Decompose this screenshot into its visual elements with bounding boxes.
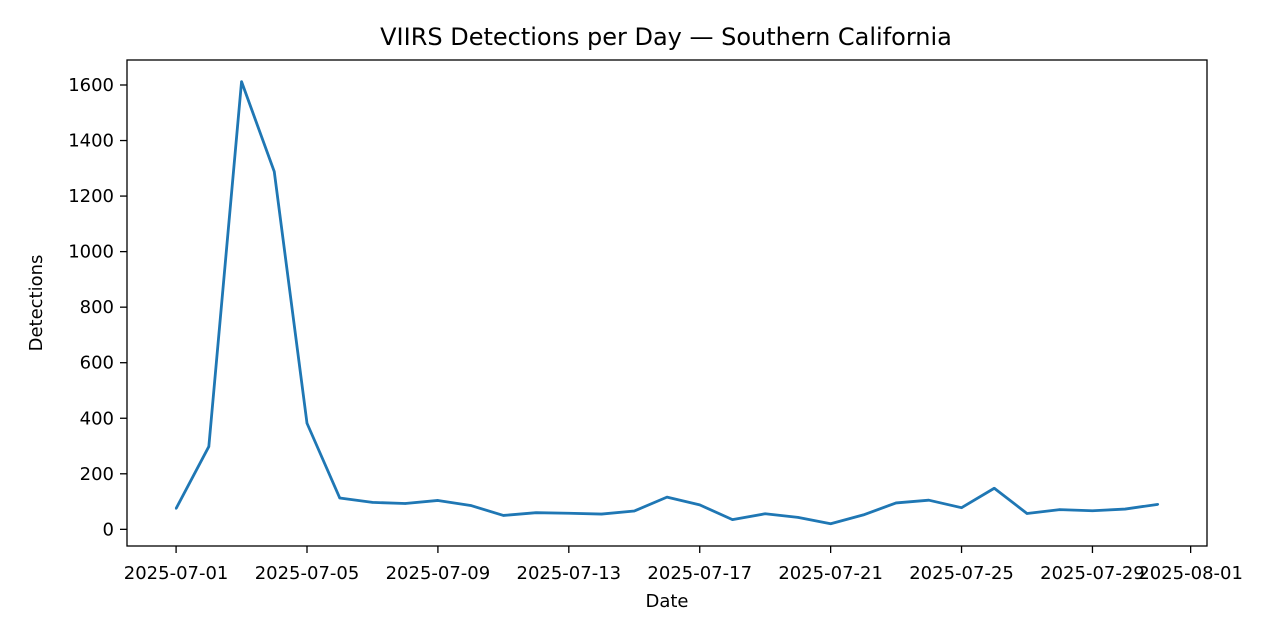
x-tick-label: 2025-07-13 xyxy=(517,563,622,584)
plot-area xyxy=(174,80,1160,526)
data-point xyxy=(927,498,931,502)
y-tick-label: 200 xyxy=(80,464,114,485)
data-point xyxy=(240,80,243,83)
data-point xyxy=(403,502,407,505)
data-point xyxy=(993,487,996,490)
x-tick-label: 2025-07-25 xyxy=(909,563,1014,584)
y-axis: 0 200 400 600 800 1000 1200 1400 1600 xyxy=(68,75,127,540)
y-tick-label: 1000 xyxy=(68,242,114,263)
y-tick-label: 600 xyxy=(80,353,114,374)
x-axis: 2025-07-01 2025-07-05 2025-07-09 2025-07-13… xyxy=(124,546,1243,584)
data-point xyxy=(1123,507,1127,511)
data-point xyxy=(633,509,636,513)
data-point xyxy=(1058,508,1061,511)
data-point xyxy=(338,496,341,500)
data-point xyxy=(273,170,276,173)
data-point xyxy=(534,511,538,514)
x-tick-label: 2025-07-29 xyxy=(1040,563,1145,584)
x-tick-label: 2025-07-21 xyxy=(778,563,883,584)
data-point xyxy=(731,518,734,521)
y-tick-label: 800 xyxy=(80,297,114,318)
data-point xyxy=(436,499,440,502)
x-tick-label: 2025-07-01 xyxy=(124,563,229,584)
data-point xyxy=(207,445,211,448)
data-point xyxy=(174,507,178,510)
data-point xyxy=(1091,509,1094,512)
data-point xyxy=(960,506,963,509)
data-point xyxy=(567,512,571,515)
x-tick-label: 2025-07-09 xyxy=(386,563,491,584)
data-point xyxy=(502,514,505,517)
y-tick-label: 400 xyxy=(80,408,114,429)
data-point xyxy=(1025,512,1029,515)
x-tick-label: 2025-08-01 xyxy=(1138,563,1243,584)
data-point xyxy=(796,516,800,519)
data-point xyxy=(469,504,472,507)
data-point xyxy=(894,501,898,505)
y-tick-label: 1400 xyxy=(68,131,114,152)
data-point xyxy=(862,513,865,517)
chart-title: VIIRS Detections per Day — Southern Cali… xyxy=(380,23,952,51)
data-point xyxy=(829,522,832,525)
x-axis-label: Date xyxy=(645,591,688,612)
data-point xyxy=(305,422,309,425)
data-point xyxy=(698,503,701,507)
data-point xyxy=(1156,503,1160,506)
data-point xyxy=(371,501,374,504)
data-point xyxy=(665,495,669,499)
y-axis-label: Detections xyxy=(26,255,47,352)
y-tick-label: 1200 xyxy=(68,186,114,207)
y-tick-label: 0 xyxy=(103,519,114,540)
x-tick-label: 2025-07-17 xyxy=(647,563,752,584)
x-tick-label: 2025-07-05 xyxy=(255,563,360,584)
y-tick-label: 1600 xyxy=(68,75,114,96)
series-line xyxy=(174,80,1159,526)
data-point xyxy=(763,512,767,515)
data-point xyxy=(600,512,603,516)
axes-frame xyxy=(126,59,1208,547)
